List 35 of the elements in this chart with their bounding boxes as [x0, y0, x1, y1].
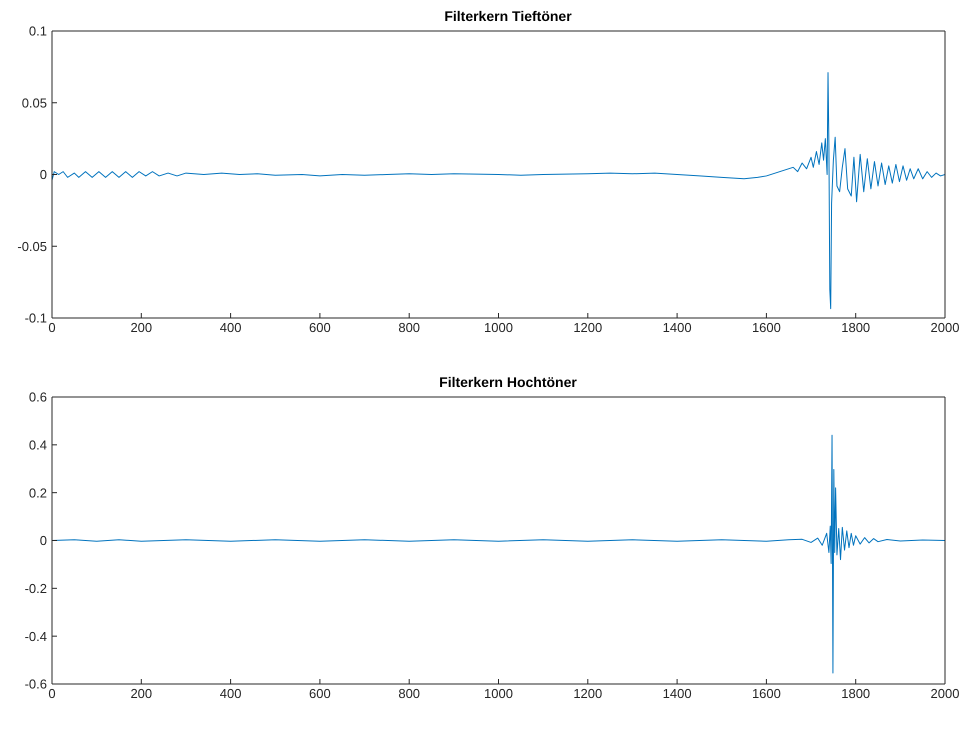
y-tick-label: -0.2 — [24, 580, 47, 596]
x-tick-label: 1600 — [752, 320, 781, 336]
y-tick-label: 0 — [40, 533, 47, 548]
x-tick-label: 1800 — [841, 320, 870, 336]
line-series — [52, 72, 945, 310]
x-tick-label: 1400 — [662, 686, 692, 702]
x-tick-label: 800 — [398, 320, 420, 336]
x-tick-label: 2000 — [930, 320, 960, 336]
x-tick-label: 200 — [130, 686, 152, 702]
y-tick-label: 0.4 — [28, 437, 47, 452]
x-tick-label: 1800 — [841, 686, 870, 702]
x-tick-label: 400 — [220, 320, 242, 336]
y-tick-label: 0.2 — [28, 485, 47, 500]
y-tick-label: 0.05 — [22, 95, 47, 110]
x-tick-label: 400 — [220, 686, 242, 702]
y-tick-label: 0.1 — [28, 24, 47, 39]
x-tick-label: 2000 — [930, 686, 960, 702]
x-tick-label: 1400 — [662, 320, 692, 336]
y-tick-label: 0.6 — [28, 390, 47, 405]
y-tick-label: -0.05 — [17, 238, 47, 254]
y-tick-label: -0.4 — [24, 628, 47, 644]
x-tick-label: 1000 — [484, 320, 513, 336]
x-tick-label: 200 — [130, 320, 152, 336]
chart-title: Filterkern Tieftöner — [444, 8, 572, 24]
x-tick-label: 1200 — [573, 320, 602, 336]
chart-title: Filterkern Hochtöner — [439, 374, 577, 390]
x-tick-label: 1000 — [484, 686, 513, 702]
x-tick-label: 1600 — [752, 686, 781, 702]
y-tick-label: -0.1 — [24, 310, 47, 326]
x-tick-label: 1200 — [573, 686, 602, 702]
x-tick-label: 800 — [398, 686, 420, 702]
x-tick-label: 600 — [309, 320, 331, 336]
y-tick-label: 0 — [40, 167, 47, 182]
x-tick-label: 600 — [309, 686, 331, 702]
y-tick-label: -0.6 — [24, 676, 47, 692]
